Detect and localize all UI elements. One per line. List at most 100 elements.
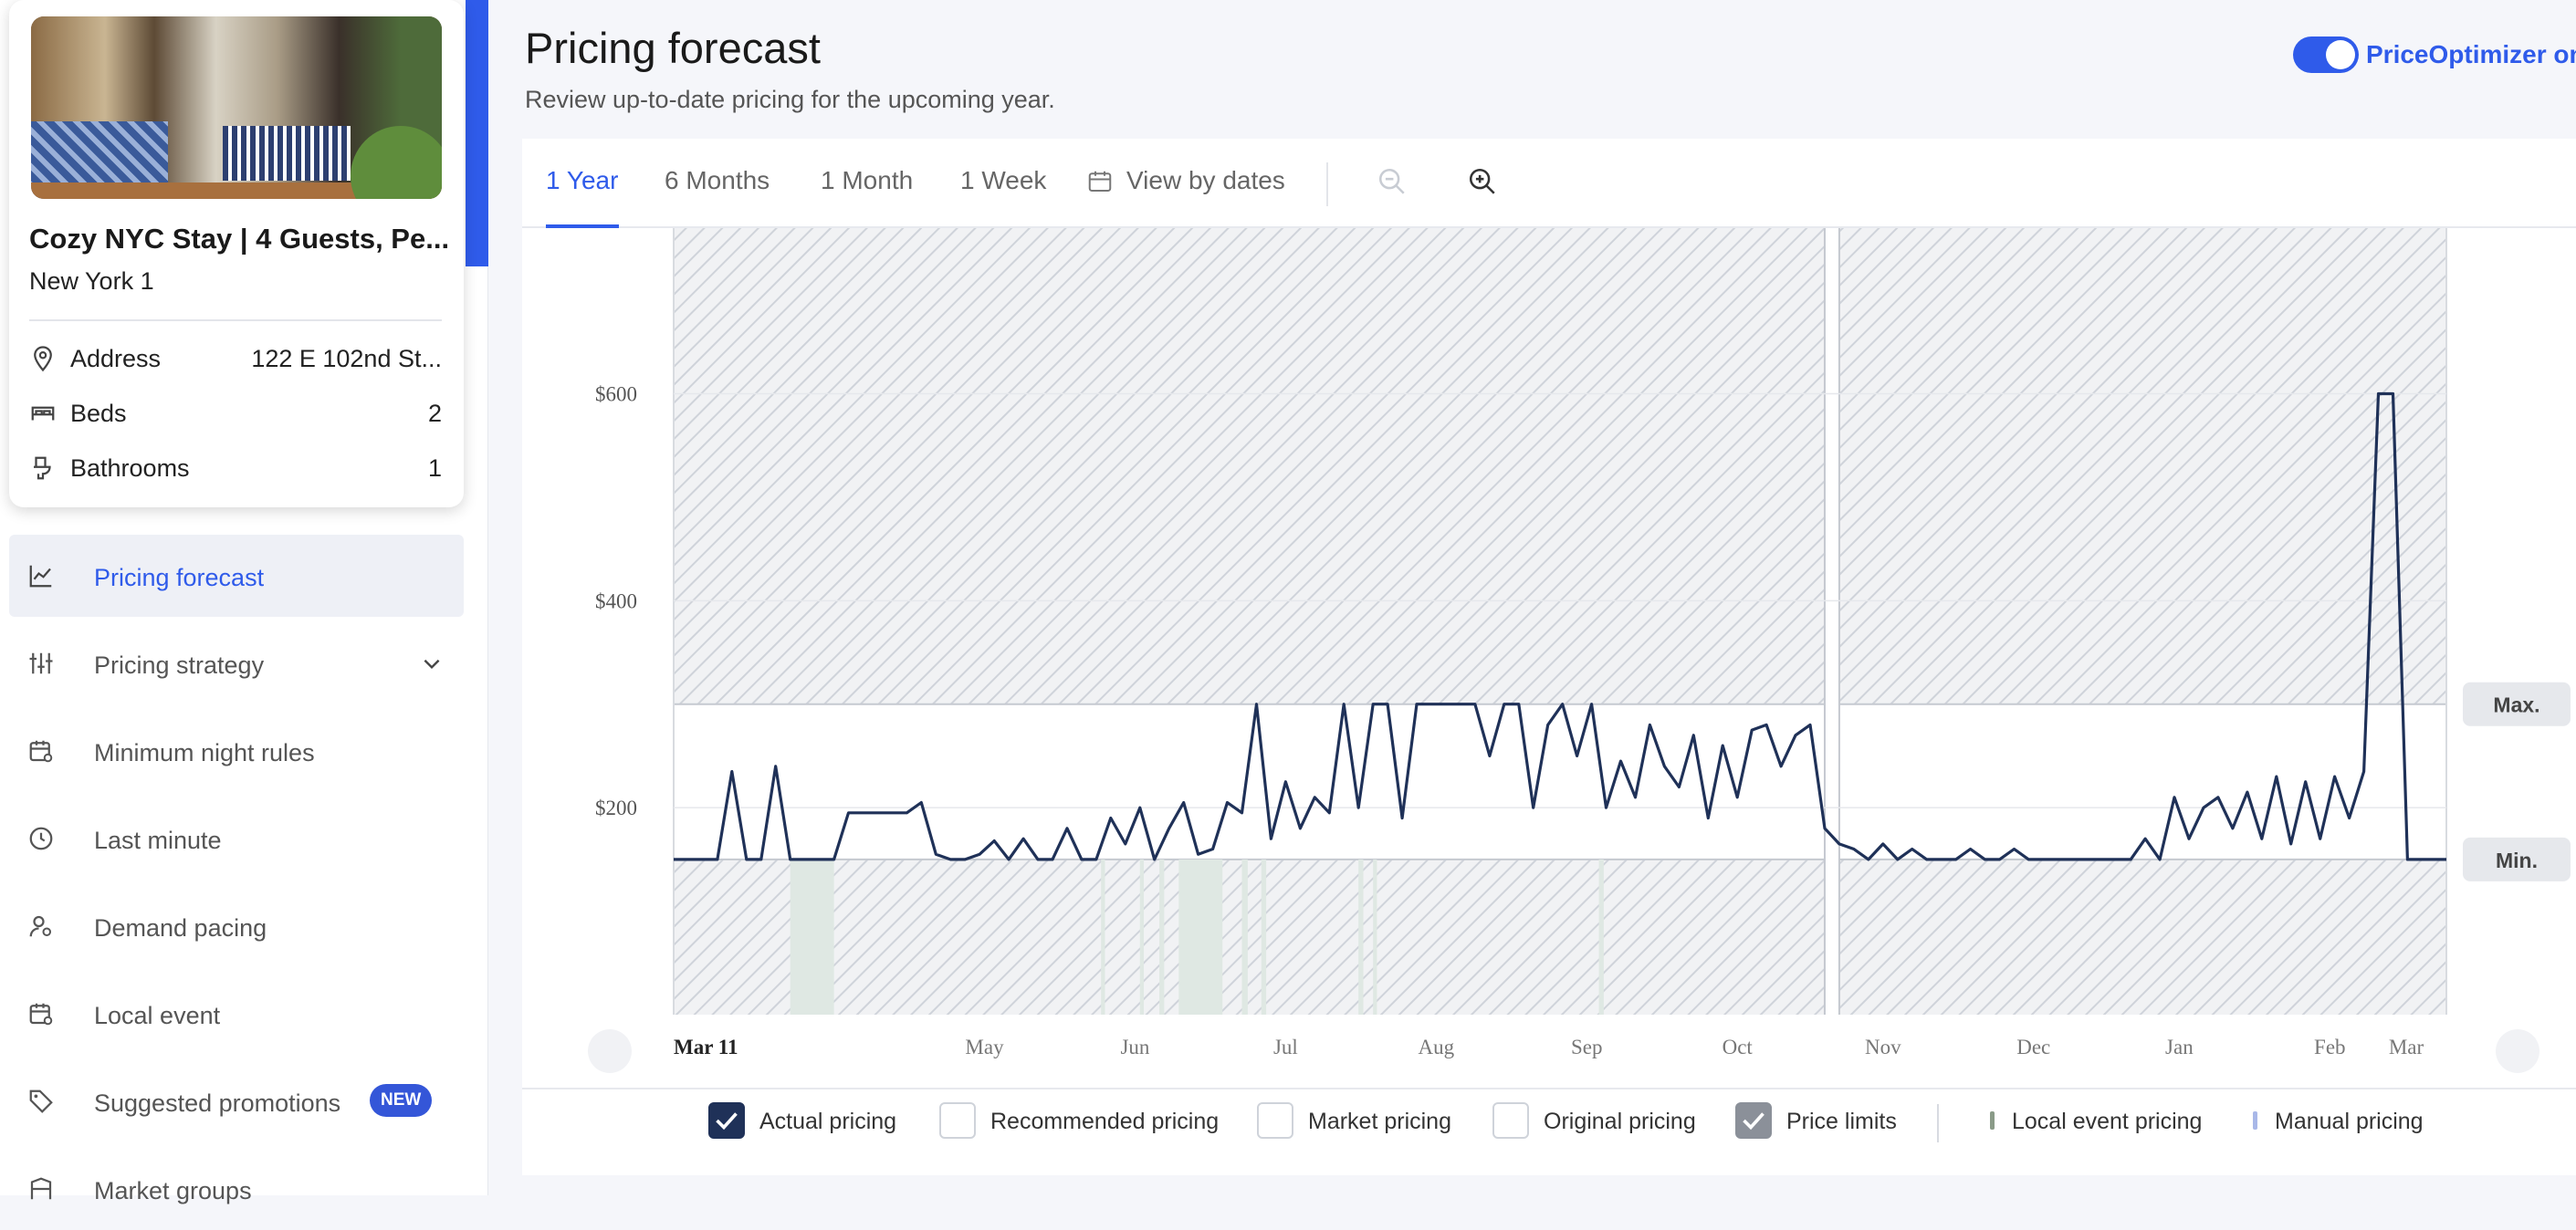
nav-label: Suggested promotions bbox=[94, 1089, 341, 1117]
legend-swatch bbox=[1990, 1111, 1995, 1130]
new-badge: NEW bbox=[370, 1084, 433, 1117]
legend-swatch bbox=[2253, 1111, 2257, 1130]
local-event-band bbox=[1241, 859, 1248, 1015]
grid-lines bbox=[674, 392, 2446, 808]
pricing-chart[interactable]: $200 $400 $600 Mar 11 May Jun Jul Aug Sep Oct Nov… bbox=[522, 228, 2576, 1088]
local-event-band bbox=[1598, 859, 1604, 1015]
chart-legend: Actual pricing Recommended pricing Marke… bbox=[522, 1088, 2576, 1161]
legend-label: Price limits bbox=[1786, 1109, 1897, 1134]
nav-last-minute[interactable]: Last minute bbox=[9, 797, 464, 880]
local-event-band bbox=[1139, 859, 1145, 1015]
x-tick-label: Feb bbox=[2314, 1036, 2346, 1058]
checkbox-unchecked[interactable] bbox=[1257, 1102, 1293, 1139]
y-tick-label: $200 bbox=[595, 797, 637, 819]
local-event-band bbox=[1101, 859, 1105, 1015]
zoom-out-icon[interactable] bbox=[1377, 166, 1408, 197]
above-max-zone bbox=[674, 228, 2446, 704]
location-pin-icon bbox=[34, 346, 52, 372]
holiday-gap-band bbox=[1824, 228, 1839, 1015]
divider bbox=[29, 319, 442, 321]
clock-icon bbox=[29, 827, 53, 850]
tab-6-months[interactable]: 6 Months bbox=[665, 166, 770, 194]
min-label: Min. bbox=[2496, 849, 2538, 872]
local-event-band bbox=[1159, 859, 1165, 1015]
price-optimizer-toggle[interactable] bbox=[2293, 36, 2359, 73]
tab-view-by-dates[interactable]: View by dates bbox=[1126, 166, 1285, 194]
local-event-band bbox=[790, 859, 834, 1015]
chart-line-icon bbox=[29, 565, 52, 588]
x-axis-ticks: Mar 11 May Jun Jul Aug Sep Oct Nov Dec Jan Feb Mar bbox=[674, 1036, 2424, 1058]
toolbar-separator bbox=[1326, 162, 1328, 206]
checkbox-checked[interactable] bbox=[1735, 1102, 1772, 1139]
tab-1-month[interactable]: 1 Month bbox=[821, 166, 914, 194]
actual-pricing-line[interactable] bbox=[674, 391, 2446, 861]
accent-band bbox=[466, 0, 488, 266]
legend-label: Local event pricing bbox=[2012, 1109, 2203, 1134]
nav-label: Minimum night rules bbox=[94, 739, 315, 766]
max-label: Max. bbox=[2493, 693, 2539, 717]
nav-pricing-forecast[interactable]: Pricing forecast bbox=[9, 535, 464, 617]
nav-local-event[interactable]: Local event bbox=[9, 973, 464, 1055]
legend-label: Market pricing bbox=[1308, 1109, 1451, 1134]
price-limit-zones bbox=[673, 228, 2447, 1015]
address-value: 122 E 102nd St... bbox=[251, 345, 442, 372]
local-event-band bbox=[1358, 859, 1364, 1015]
legend-label: Manual pricing bbox=[2275, 1109, 2424, 1134]
checkbox-unchecked[interactable] bbox=[1492, 1102, 1529, 1139]
nav-label: Pricing forecast bbox=[94, 564, 265, 591]
building-icon bbox=[30, 1177, 52, 1200]
tab-1-year[interactable]: 1 Year bbox=[546, 166, 619, 194]
price-optimizer-label[interactable]: PriceOptimizer on bbox=[2366, 40, 2576, 68]
limit-labels: Max. Min. bbox=[2463, 682, 2571, 881]
page-description: Review up-to-date pricing for the upcomi… bbox=[525, 86, 1055, 113]
scroll-left-button[interactable] bbox=[588, 1029, 632, 1073]
address-label: Address bbox=[70, 345, 162, 372]
bathrooms-label: Bathrooms bbox=[70, 454, 190, 482]
bathrooms-row: Bathrooms 1 bbox=[29, 451, 442, 487]
x-tick-label: Mar 11 bbox=[674, 1036, 738, 1058]
x-tick-label: Mar bbox=[2389, 1036, 2424, 1058]
y-axis-ticks: $200 $400 $600 bbox=[595, 382, 637, 819]
page-title: Pricing forecast bbox=[525, 24, 821, 72]
beds-row: Beds 2 bbox=[29, 396, 442, 433]
nav-pricing-strategy[interactable]: Pricing strategy bbox=[9, 622, 464, 704]
local-event-band bbox=[1261, 859, 1267, 1015]
zoom-in-icon[interactable] bbox=[1467, 166, 1498, 197]
scroll-right-button[interactable] bbox=[2496, 1029, 2539, 1073]
nav-minimum-night-rules[interactable]: Minimum night rules bbox=[9, 710, 464, 792]
calendar-settings-icon bbox=[29, 740, 53, 763]
nav-suggested-promotions[interactable]: Suggested promotions NEW bbox=[9, 1060, 464, 1142]
checkbox-unchecked[interactable] bbox=[939, 1102, 976, 1139]
sidebar: Cozy NYC Stay | 4 Guests, Pe... New York… bbox=[0, 0, 488, 1204]
listing-title: Cozy NYC Stay | 4 Guests, Pe... bbox=[29, 223, 450, 255]
legend-label: Recommended pricing bbox=[990, 1109, 1220, 1134]
tab-1-week[interactable]: 1 Week bbox=[960, 166, 1047, 194]
calendar-icon[interactable] bbox=[1086, 168, 1114, 195]
x-tick-label: Dec bbox=[2016, 1036, 2050, 1058]
nav-label: Last minute bbox=[94, 827, 222, 854]
below-min-zone bbox=[674, 859, 2446, 1015]
actual-pricing-series[interactable] bbox=[674, 391, 2446, 861]
listing-location: New York 1 bbox=[29, 267, 154, 295]
min-label-box bbox=[2463, 837, 2571, 881]
sliders-icon bbox=[29, 652, 53, 674]
user-settings-icon bbox=[29, 915, 51, 937]
nav-demand-pacing[interactable]: Demand pacing bbox=[9, 885, 464, 967]
chevron-down-icon[interactable] bbox=[420, 651, 444, 675]
listing-card[interactable]: Cozy NYC Stay | 4 Guests, Pe... New York… bbox=[9, 0, 464, 507]
nav-market-groups[interactable]: Market groups bbox=[9, 1148, 464, 1230]
nav-label: Market groups bbox=[94, 1177, 252, 1204]
x-tick-label: Jan bbox=[2165, 1036, 2194, 1058]
x-tick-label: Jul bbox=[1273, 1036, 1298, 1058]
nav-label: Demand pacing bbox=[94, 914, 267, 942]
legend-separator bbox=[1937, 1104, 1939, 1142]
bathrooms-value: 1 bbox=[427, 454, 442, 482]
x-tick-label: Jun bbox=[1120, 1036, 1149, 1058]
listing-photo[interactable] bbox=[31, 16, 442, 199]
toggle-knob bbox=[2326, 40, 2355, 69]
photo-bed bbox=[223, 126, 351, 181]
checkbox-checked[interactable] bbox=[708, 1102, 745, 1139]
bed-icon bbox=[31, 406, 55, 421]
x-tick-label: May bbox=[965, 1036, 1004, 1058]
local-event-band bbox=[1373, 859, 1377, 1015]
